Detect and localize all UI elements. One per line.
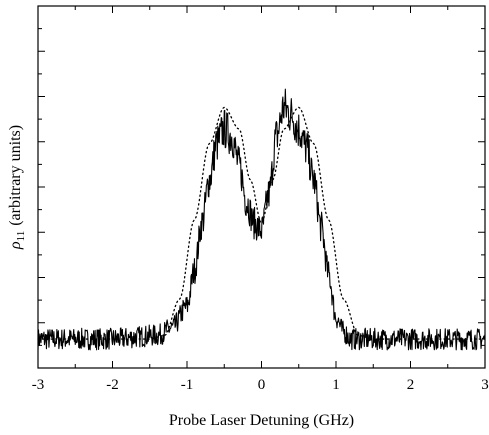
series-model-dotted-line	[37, 106, 486, 340]
plot-frame	[37, 5, 486, 369]
x-tick-label: 3	[481, 377, 489, 393]
y-axis-text: (arbitrary units)	[7, 125, 24, 226]
x-tick-label: 2	[407, 377, 415, 393]
x-tick-label: 1	[332, 377, 340, 393]
svg-text:ρ11(arbitrary units): ρ11 (arbitrary units)	[7, 125, 27, 250]
y-axis-subscript: 11	[15, 231, 27, 242]
x-tick-label: -3	[32, 377, 45, 393]
x-tick-label: -2	[106, 377, 119, 393]
series-group	[37, 88, 486, 351]
x-ticks	[37, 6, 486, 368]
x-tick-label: -1	[181, 377, 194, 393]
x-tick-label: 0	[258, 377, 266, 393]
x-tick-labels: -3 -2 -1 0 1 2 3	[32, 377, 489, 393]
y-axis-label: ρ11 (arbitrary units)	[7, 125, 27, 250]
x-axis-label: Probe Laser Detuning (GHz)	[169, 412, 354, 429]
y-ticks	[38, 5, 485, 369]
series-measured-line	[37, 88, 486, 351]
y-axis-symbol: ρ	[7, 241, 24, 250]
